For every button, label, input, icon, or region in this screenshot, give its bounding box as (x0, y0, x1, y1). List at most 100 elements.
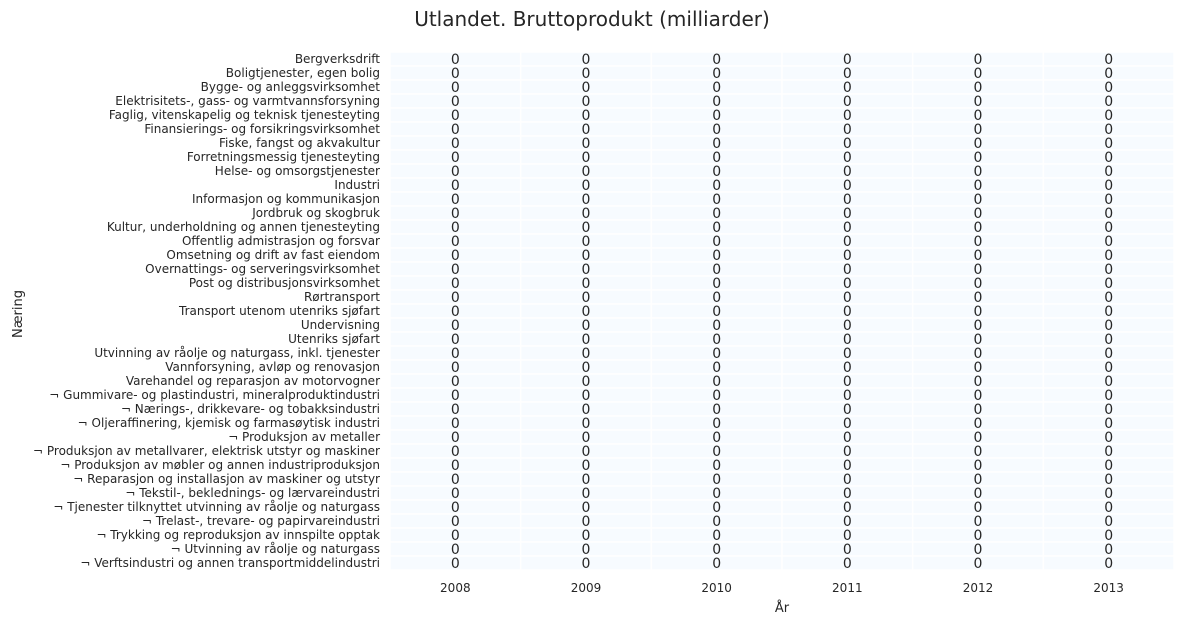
cell-value-label: 0 (1104, 234, 1113, 250)
cell-value-label: 0 (974, 402, 983, 418)
heatmap-cell (1042, 555, 1175, 571)
y-tick-label: Informasjon og kommunikasjon (192, 192, 380, 206)
cell-value-label: 0 (712, 290, 721, 306)
cell-value-label: 0 (1104, 66, 1113, 82)
cell-value-label: 0 (582, 206, 591, 222)
cell-value-label: 0 (974, 542, 983, 558)
cell-value-label: 0 (974, 80, 983, 96)
cell-value-label: 0 (582, 360, 591, 376)
cell-value-label: 0 (1104, 332, 1113, 348)
cell-value-label: 0 (451, 388, 460, 404)
cell-value-label: 0 (582, 458, 591, 474)
cell-value-label: 0 (843, 500, 852, 516)
cell-value-label: 0 (843, 444, 852, 460)
cell-value-label: 0 (451, 416, 460, 432)
cell-value-label: 0 (712, 150, 721, 166)
cell-value-label: 0 (974, 290, 983, 306)
y-tick-label: Offentlig admistrasjon og forsvar (182, 234, 380, 248)
cell-value-label: 0 (712, 556, 721, 572)
cell-value-label: 0 (451, 248, 460, 264)
cell-value-label: 0 (843, 248, 852, 264)
y-tick-label: Boligtjenester, egen bolig (226, 66, 380, 80)
cell-value-label: 0 (843, 528, 852, 544)
cell-value-label: 0 (582, 500, 591, 516)
cell-value-label: 0 (843, 360, 852, 376)
cell-value-label: 0 (843, 192, 852, 208)
y-tick-label: Undervisning (301, 318, 380, 332)
cell-value-label: 0 (712, 332, 721, 348)
cell-value-label: 0 (712, 248, 721, 264)
cell-value-label: 0 (451, 444, 460, 460)
cell-value-label: 0 (582, 528, 591, 544)
cell-value-label: 0 (1104, 472, 1113, 488)
cell-value-label: 0 (451, 514, 460, 530)
cell-value-label: 0 (712, 416, 721, 432)
cell-value-label: 0 (843, 262, 852, 278)
cell-value-label: 0 (451, 304, 460, 320)
cell-value-label: 0 (1104, 444, 1113, 460)
cell-value-label: 0 (582, 556, 591, 572)
cell-value-label: 0 (974, 94, 983, 110)
cell-value-label: 0 (974, 150, 983, 166)
y-tick-label: Omsetning og drift av fast eiendom (166, 248, 380, 262)
y-tick-label: Post og distribusjonsvirksomhet (189, 276, 380, 290)
cell-value-label: 0 (451, 528, 460, 544)
cell-value-label: 0 (974, 262, 983, 278)
cell-value-label: 0 (582, 444, 591, 460)
cell-value-label: 0 (843, 486, 852, 502)
cell-value-label: 0 (712, 178, 721, 194)
cell-value-label: 0 (451, 374, 460, 390)
x-axis-label: År (775, 600, 790, 616)
cell-value-label: 0 (582, 52, 591, 68)
cell-value-label: 0 (712, 220, 721, 236)
x-tick-label: 2013 (1093, 581, 1124, 595)
x-tick-label: 2008 (440, 581, 471, 595)
cell-value-label: 0 (974, 472, 983, 488)
cell-value-label: 0 (974, 318, 983, 334)
cell-value-label: 0 (843, 318, 852, 334)
cell-value-label: 0 (843, 374, 852, 390)
cell-value-label: 0 (451, 52, 460, 68)
cell-value-label: 0 (974, 458, 983, 474)
cell-value-label: 0 (451, 318, 460, 334)
cell-value-label: 0 (1104, 178, 1113, 194)
cell-value-label: 0 (582, 542, 591, 558)
cell-value-label: 0 (712, 458, 721, 474)
y-tick-label: Vannforsyning, avløp og renovasjon (165, 360, 380, 374)
cell-value-label: 0 (974, 52, 983, 68)
cell-value-label: 0 (582, 178, 591, 194)
cell-value-label: 0 (712, 486, 721, 502)
cell-value-label: 0 (974, 136, 983, 152)
cell-value-label: 0 (582, 290, 591, 306)
cell-value-label: 0 (974, 388, 983, 404)
cell-value-label: 0 (843, 150, 852, 166)
y-tick-label: Forretningsmessig tjenesteyting (187, 150, 380, 164)
cell-value-label: 0 (582, 66, 591, 82)
cell-value-label: 0 (843, 472, 852, 488)
cell-value-label: 0 (974, 66, 983, 82)
cell-value-label: 0 (712, 528, 721, 544)
y-tick-label: ¬ Trykking og reproduksjon av innspilte … (96, 528, 380, 542)
y-tick-label: Utenriks sjøfart (288, 332, 380, 346)
cell-value-label: 0 (712, 122, 721, 138)
cell-value-label: 0 (451, 402, 460, 418)
cell-value-label: 0 (582, 472, 591, 488)
cell-value-label: 0 (1104, 276, 1113, 292)
cell-value-label: 0 (1104, 556, 1113, 572)
cell-value-label: 0 (843, 388, 852, 404)
cell-value-label: 0 (582, 136, 591, 152)
y-tick-label: ¬ Reparasjon og installasjon av maskiner… (73, 472, 380, 486)
cell-value-label: 0 (451, 542, 460, 558)
cell-value-label: 0 (712, 80, 721, 96)
cell-value-label: 0 (712, 262, 721, 278)
cell-value-label: 0 (712, 234, 721, 250)
cell-value-label: 0 (712, 500, 721, 516)
cell-value-label: 0 (843, 304, 852, 320)
cell-value-label: 0 (451, 122, 460, 138)
y-tick-label: ¬ Tjenester tilknyttet utvinning av råol… (53, 500, 380, 514)
y-tick-label: ¬ Nærings-, drikkevare- og tobakksindust… (121, 402, 380, 416)
cell-value-label: 0 (843, 122, 852, 138)
cell-value-label: 0 (712, 444, 721, 460)
cell-value-label: 0 (451, 164, 460, 180)
